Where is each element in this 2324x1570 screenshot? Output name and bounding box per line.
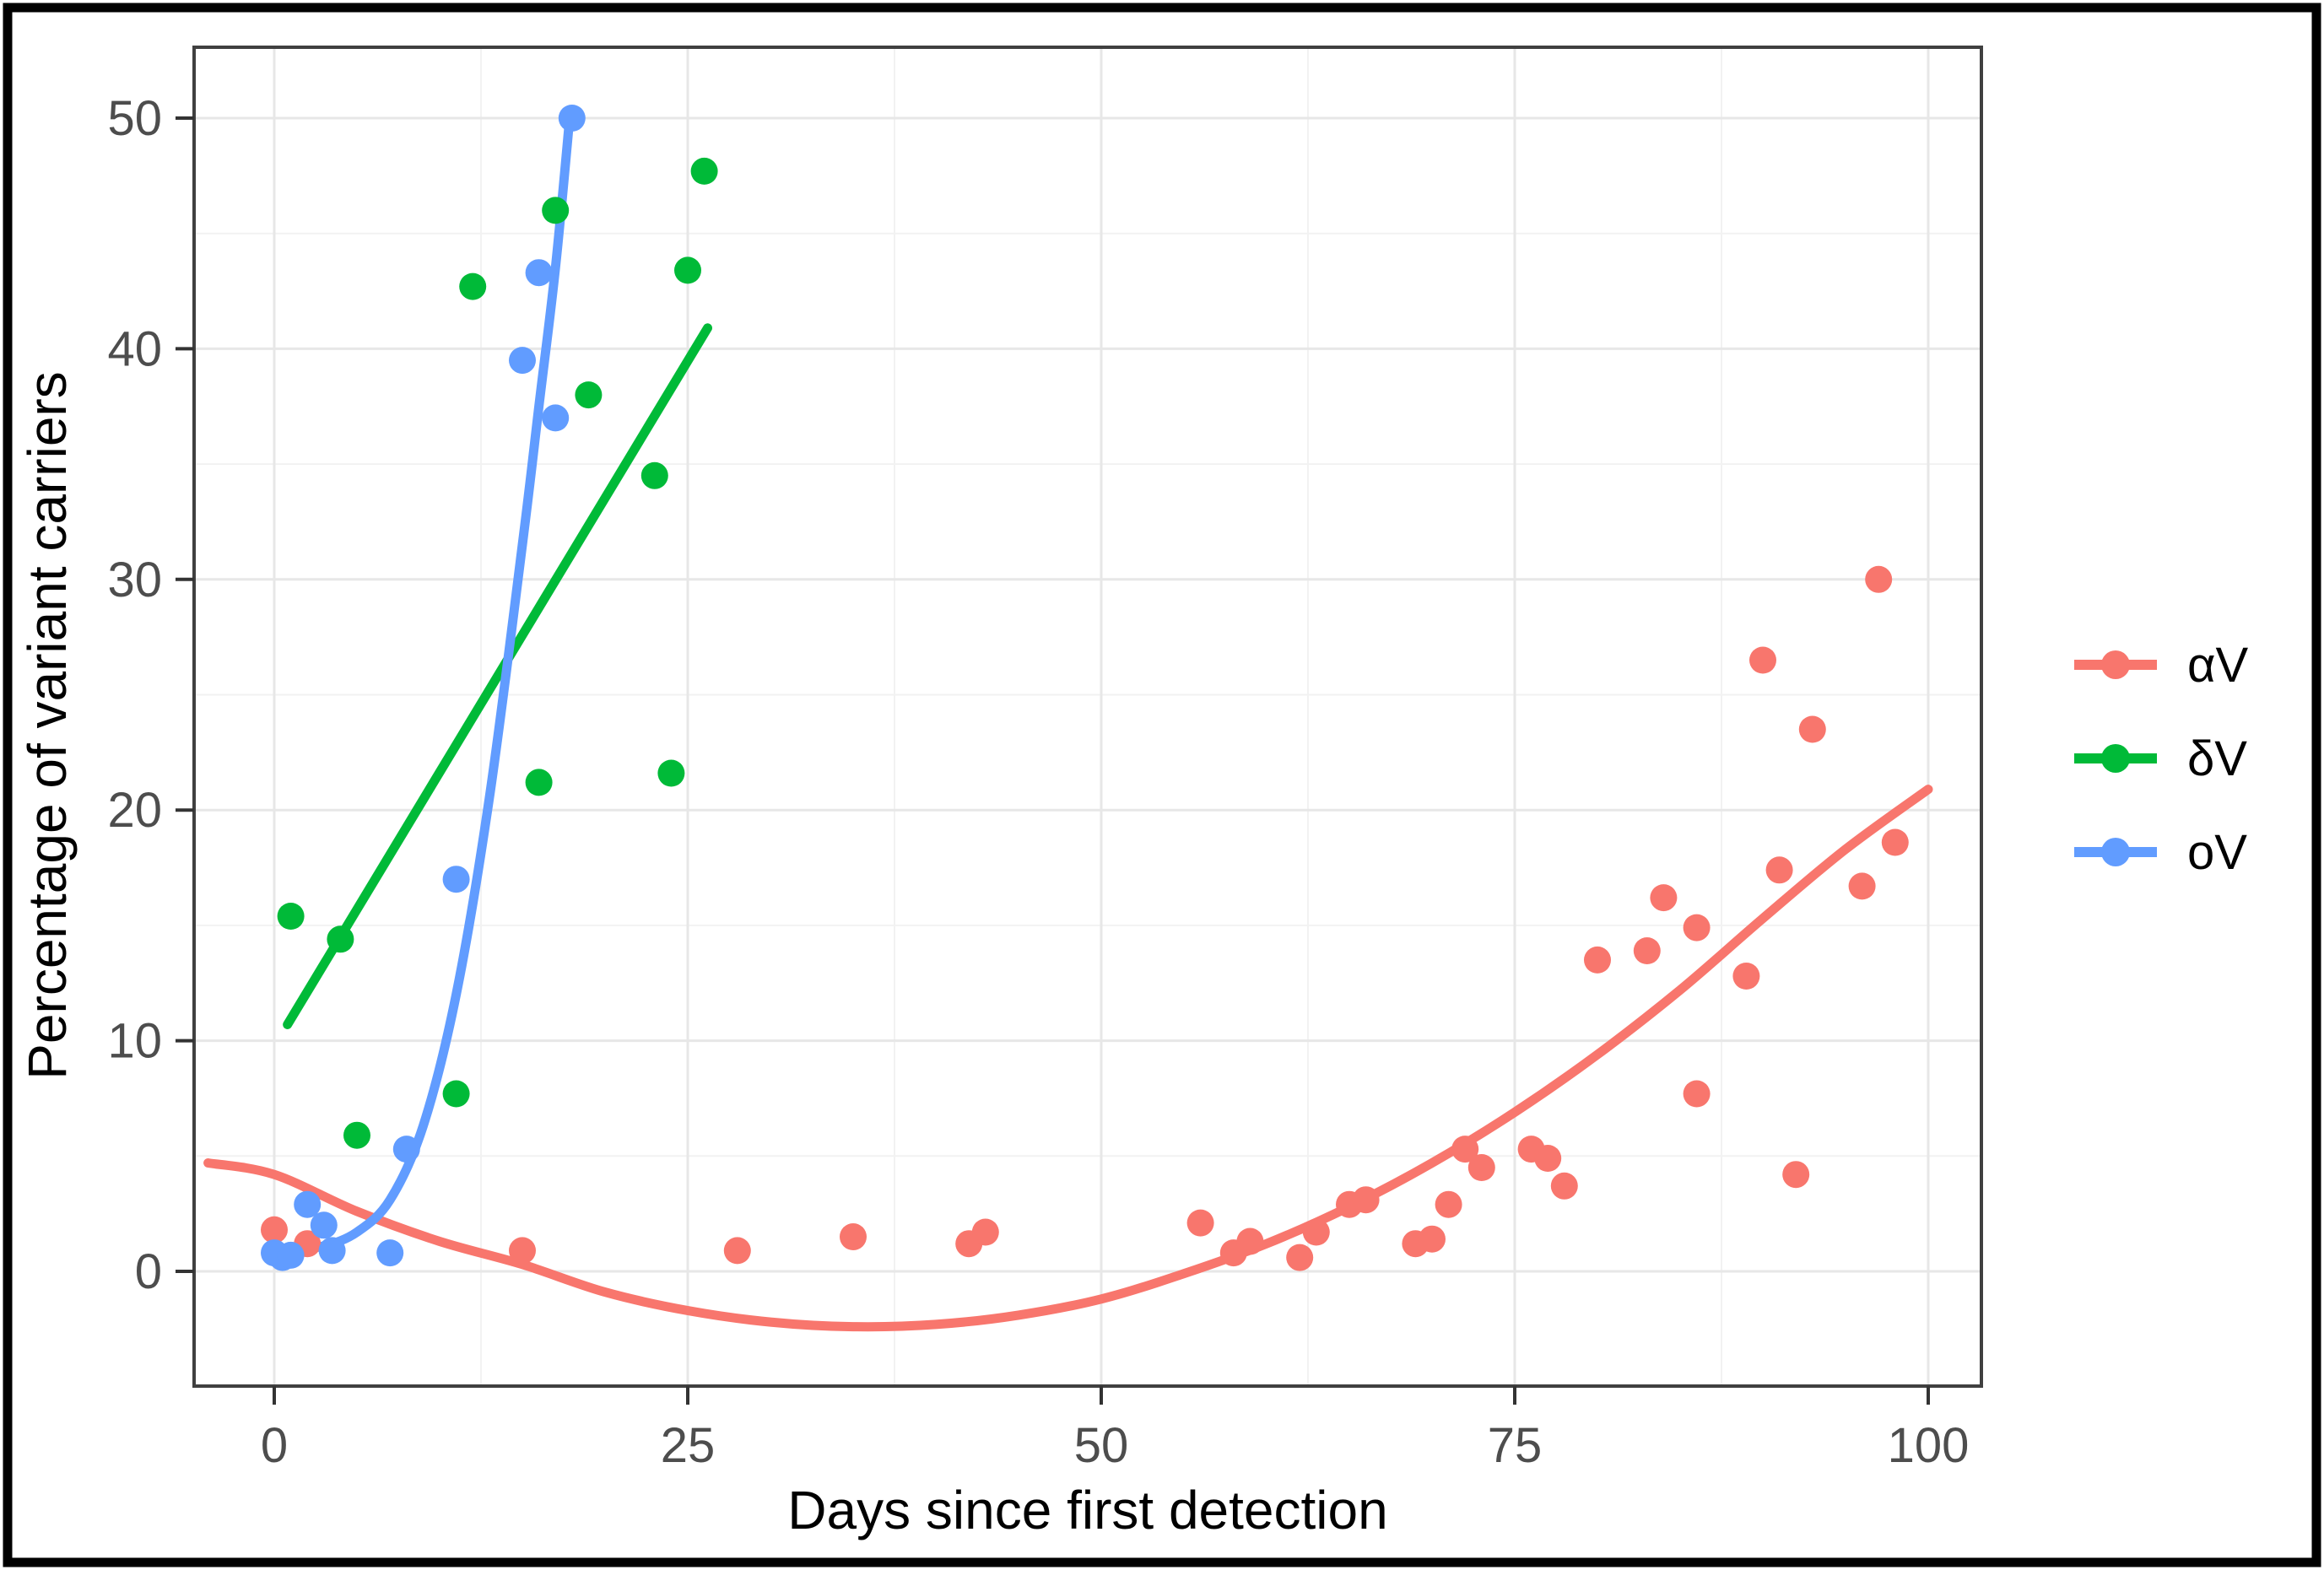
data-point-omicronV [525,259,553,287]
data-point-omicronV [376,1239,404,1267]
data-point-deltaV [575,381,603,409]
legend-label-omicronV: oV [2187,825,2247,880]
trend-line-deltaV [283,323,713,1029]
data-point-deltaV [277,903,305,930]
data-point-alphaV [1302,1218,1330,1246]
data-point-omicronV [558,105,586,132]
data-point-alphaV [1683,914,1711,941]
axis-tick-layer [176,116,1930,1405]
data-point-deltaV [343,1121,370,1149]
y-tick-label: 0 [135,1244,162,1299]
data-point-alphaV [1865,565,1893,593]
data-point-alphaV [1451,1136,1479,1163]
legend-label-alphaV: αV [2187,638,2249,693]
data-point-alphaV [1633,937,1661,964]
data-point-layer [261,105,1909,1271]
y-tick-label: 20 [107,783,162,838]
data-point-alphaV [1550,1172,1578,1200]
data-point-omicronV [392,1136,420,1163]
data-point-alphaV [1881,828,1909,856]
data-point-omicronV [442,866,470,893]
y-tick-label: 40 [107,321,162,376]
data-point-deltaV [442,1080,470,1108]
data-point-alphaV [1765,856,1793,884]
data-point-deltaV [640,461,668,489]
data-point-deltaV [657,759,685,787]
data-point-alphaV [1584,946,1611,974]
data-point-alphaV [1732,963,1760,990]
data-point-deltaV [690,157,718,185]
data-point-alphaV [1798,715,1826,743]
trend-line-alphaV [203,785,1933,1332]
x-axis-title: Days since first detection [787,1480,1387,1540]
data-point-alphaV [261,1216,288,1244]
plot-panel [194,47,1981,1386]
data-point-alphaV [1848,872,1876,900]
data-point-alphaV [1419,1225,1446,1253]
data-point-alphaV [1683,1080,1711,1108]
data-point-omicronV [509,347,536,375]
data-point-omicronV [277,1241,305,1269]
legend: αV δV oV [2074,638,2249,880]
data-point-deltaV [459,272,487,300]
legend-key-point-omicronV [2101,838,2130,866]
legend-item-alphaV: αV [2074,638,2249,693]
data-point-alphaV [971,1218,999,1246]
y-tick-label: 50 [107,91,162,146]
data-point-alphaV [1286,1244,1314,1271]
grid-minor-layer [194,47,1981,1386]
data-point-alphaV [1352,1186,1380,1214]
data-point-alphaV [723,1237,751,1265]
data-point-alphaV [1467,1154,1495,1181]
y-tick-label: 10 [107,1014,162,1069]
figure-border [3,3,2321,1567]
x-tick-label: 25 [661,1418,716,1473]
x-tick-label: 75 [1488,1418,1543,1473]
y-axis-title: Percentage of variant carriers [17,371,78,1080]
data-point-alphaV [1782,1161,1810,1189]
x-tick-label: 50 [1074,1418,1129,1473]
panel-border [192,46,1983,1388]
data-point-omicronV [542,404,570,432]
legend-key-point-alphaV [2101,650,2130,679]
data-point-alphaV [1435,1190,1462,1218]
data-point-deltaV [525,769,553,796]
legend-item-omicronV: oV [2074,825,2247,880]
data-point-deltaV [674,256,701,284]
data-point-alphaV [840,1223,867,1250]
legend-label-deltaV: δV [2187,731,2247,786]
data-point-deltaV [542,197,570,224]
y-tick-label: 30 [107,553,162,607]
data-point-omicronV [294,1190,322,1218]
data-point-alphaV [509,1237,536,1265]
axis-tick-label-layer: 0 25 50 75 100 0 10 20 30 40 50 [107,91,1969,1473]
data-point-omicronV [318,1237,346,1265]
legend-item-deltaV: δV [2074,731,2247,786]
x-tick-label: 100 [1888,1418,1970,1473]
data-point-alphaV [1186,1209,1214,1237]
legend-key-point-deltaV [2101,744,2130,773]
data-point-alphaV [1749,646,1776,674]
data-point-alphaV [1236,1227,1264,1255]
data-point-alphaV [1650,884,1678,912]
x-tick-label: 0 [261,1418,288,1473]
data-point-omicronV [310,1211,338,1239]
data-point-alphaV [1534,1145,1562,1172]
data-point-deltaV [327,925,354,953]
